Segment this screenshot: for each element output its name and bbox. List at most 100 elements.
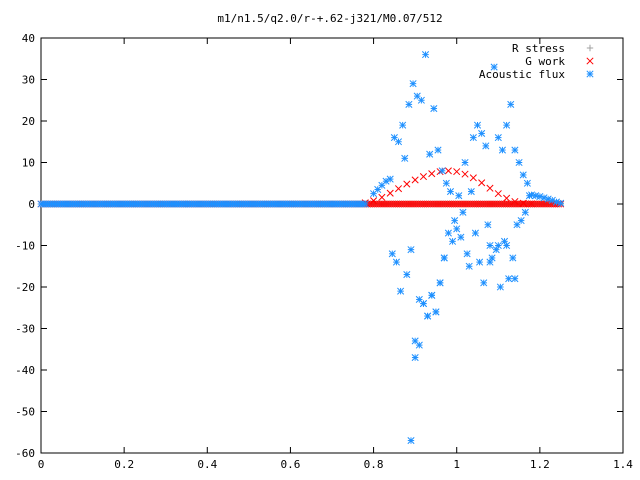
data-point-acoustic-flux	[498, 146, 506, 154]
legend: R stress G work Acoustic flux	[479, 42, 594, 81]
data-point-g-work	[461, 170, 469, 178]
data-point-acoustic-flux	[482, 142, 490, 150]
data-point-acoustic-flux	[476, 258, 484, 266]
x-tick-label: 1.2	[530, 458, 550, 471]
data-point-acoustic-flux	[557, 199, 565, 207]
x-tick-label: 0.8	[364, 458, 384, 471]
data-point-g-work	[478, 179, 486, 187]
data-point-acoustic-flux	[436, 279, 444, 287]
data-point-acoustic-flux	[471, 229, 479, 237]
data-point-g-work	[519, 199, 527, 207]
y-tick-label: 30	[22, 74, 35, 87]
data-point-g-work	[394, 185, 403, 193]
data-point-acoustic-flux	[486, 258, 494, 266]
data-point-acoustic-flux	[473, 121, 482, 129]
data-point-acoustic-flux	[386, 175, 394, 183]
data-point-g-work	[527, 200, 536, 208]
data-point-acoustic-flux	[503, 241, 511, 250]
data-point-g-work	[378, 193, 386, 201]
y-tick-label: -30	[15, 323, 35, 336]
data-point-acoustic-flux	[490, 63, 498, 71]
data-point-acoustic-flux	[486, 241, 494, 250]
data-point-acoustic-flux	[405, 100, 413, 108]
data-point-acoustic-flux	[421, 51, 430, 59]
data-point-acoustic-flux	[465, 262, 473, 270]
data-point-acoustic-flux	[370, 190, 378, 198]
chart-title: m1/n1.5/q2.0/r-+.62-j321/M0.07/512	[217, 12, 442, 25]
data-point-acoustic-flux	[449, 237, 457, 245]
data-point-acoustic-flux	[417, 96, 425, 104]
data-point-acoustic-flux	[442, 179, 450, 187]
y-tick-label: -10	[15, 240, 35, 253]
data-point-acoustic-flux	[536, 192, 544, 201]
y-tick-label: -40	[15, 364, 35, 377]
data-point-g-work	[503, 194, 511, 202]
data-point-acoustic-flux	[401, 154, 409, 162]
data-point-acoustic-flux	[480, 279, 488, 287]
legend-marker-g-work	[586, 57, 594, 65]
data-point-acoustic-flux	[399, 121, 407, 129]
data-point-acoustic-flux	[519, 171, 527, 179]
data-point-acoustic-flux	[507, 100, 515, 108]
data-point-acoustic-flux	[440, 254, 448, 262]
y-tick-label: 0	[28, 198, 35, 211]
data-point-acoustic-flux	[453, 225, 461, 233]
data-point-acoustic-flux	[397, 287, 405, 295]
data-point-acoustic-flux	[428, 291, 436, 299]
data-point-acoustic-flux	[461, 158, 469, 167]
legend-label-g-work: G work	[525, 55, 565, 68]
legend-label-acoustic-flux: Acoustic flux	[479, 68, 565, 81]
data-point-acoustic-flux	[505, 275, 513, 283]
data-point-acoustic-flux	[438, 167, 446, 175]
x-tick-label: 0.6	[280, 458, 300, 471]
data-point-acoustic-flux	[407, 246, 415, 254]
y-tick-label: 20	[22, 115, 35, 128]
data-point-acoustic-flux	[552, 198, 561, 206]
y-tick-label: -20	[15, 281, 35, 294]
data-point-g-work	[428, 170, 436, 178]
x-tick-label: 0.4	[197, 458, 217, 471]
data-point-acoustic-flux	[409, 80, 417, 88]
data-point-g-work	[486, 184, 494, 192]
data-point-acoustic-flux	[361, 200, 369, 208]
data-point-g-work	[419, 173, 428, 181]
legend-marker-r-stress	[586, 44, 594, 52]
data-point-acoustic-flux	[411, 353, 419, 362]
data-point-g-work	[370, 197, 378, 205]
data-point-acoustic-flux	[503, 121, 511, 129]
data-point-g-work	[444, 167, 452, 175]
data-point-acoustic-flux	[496, 283, 504, 291]
data-point-acoustic-flux	[430, 104, 438, 113]
data-point-acoustic-flux	[469, 134, 477, 142]
data-point-acoustic-flux	[527, 191, 536, 199]
data-point-g-work	[386, 189, 394, 197]
data-point-acoustic-flux	[540, 194, 548, 202]
data-point-acoustic-flux	[467, 187, 475, 196]
data-point-acoustic-flux	[434, 146, 442, 154]
data-point-g-work	[469, 174, 477, 182]
x-tick-label: 1	[453, 458, 460, 471]
y-tick-label: -60	[15, 447, 35, 460]
data-point-acoustic-flux	[432, 308, 440, 316]
data-point-acoustic-flux	[494, 134, 502, 142]
data-point-g-work	[411, 176, 419, 184]
data-point-g-work	[511, 197, 519, 206]
legend-label-r-stress: R stress	[512, 42, 565, 55]
data-point-acoustic-flux	[544, 195, 552, 203]
data-point-acoustic-flux	[515, 158, 523, 167]
data-point-acoustic-flux	[394, 138, 403, 146]
data-point-acoustic-flux	[446, 187, 455, 196]
data-point-acoustic-flux	[411, 337, 419, 345]
data-point-g-work	[453, 168, 461, 176]
legend-marker-acoustic-flux	[586, 70, 594, 78]
y-tick-label: 10	[22, 157, 35, 170]
data-point-acoustic-flux	[494, 241, 502, 250]
data-point-acoustic-flux	[511, 275, 519, 283]
data-point-acoustic-flux	[457, 233, 465, 241]
data-point-acoustic-flux	[511, 146, 519, 154]
data-point-acoustic-flux	[455, 192, 463, 200]
data-point-acoustic-flux	[419, 300, 428, 308]
data-point-acoustic-flux	[426, 150, 434, 158]
series-acoustic-flux	[37, 51, 565, 445]
data-point-acoustic-flux	[451, 217, 459, 225]
